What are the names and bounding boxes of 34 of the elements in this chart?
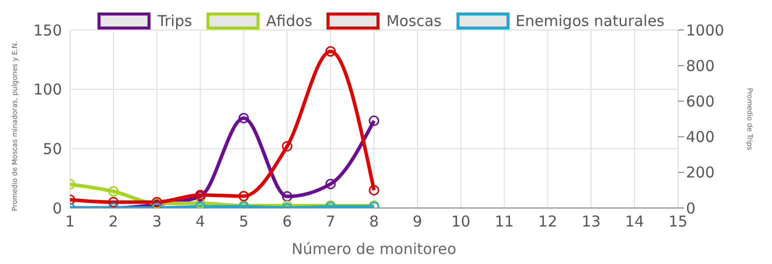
legend-label: Moscas (386, 12, 442, 30)
y2-tick-label: 0 (686, 199, 696, 218)
x-tick-label: 9 (412, 212, 422, 231)
x-tick-label: 12 (538, 212, 558, 231)
y-tick-label: 0 (52, 199, 62, 218)
x-tick-label: 11 (494, 212, 514, 231)
y-tick-label: 150 (33, 21, 62, 40)
x-tick-label: 7 (326, 212, 336, 231)
x-tick-label: 14 (625, 212, 644, 231)
y2-tick-label: 800 (686, 56, 715, 75)
point (282, 191, 292, 202)
x-tick-label: 4 (196, 212, 206, 231)
x-tick-label: 13 (582, 212, 601, 231)
x-tick-label: 15 (668, 212, 688, 231)
y2-tick-label: 1000 (686, 21, 724, 40)
x-tick-label: 6 (282, 212, 292, 231)
legend-label: Enemigos naturales (516, 12, 664, 30)
y2-tick-label: 200 (686, 164, 715, 182)
legend-label: Trips (157, 12, 192, 30)
y-tick-label: 50 (42, 140, 62, 158)
point (238, 112, 249, 124)
x-tick-label: 3 (152, 212, 162, 231)
point (368, 116, 380, 126)
x-tick-label: 2 (108, 212, 118, 231)
x-axis-title: Número de monitoreo (292, 240, 456, 258)
y2-tick-label: 600 (686, 92, 715, 111)
x-tick-label: 5 (238, 212, 248, 231)
point (325, 178, 336, 190)
x-tick-label: 8 (369, 212, 379, 231)
legend-label: Afidos (266, 12, 312, 30)
y-tick-label: 100 (33, 80, 62, 99)
x-tick-label: 10 (451, 212, 470, 231)
y2-tick-label: 400 (686, 128, 715, 146)
x-tick-label: 1 (65, 212, 75, 231)
